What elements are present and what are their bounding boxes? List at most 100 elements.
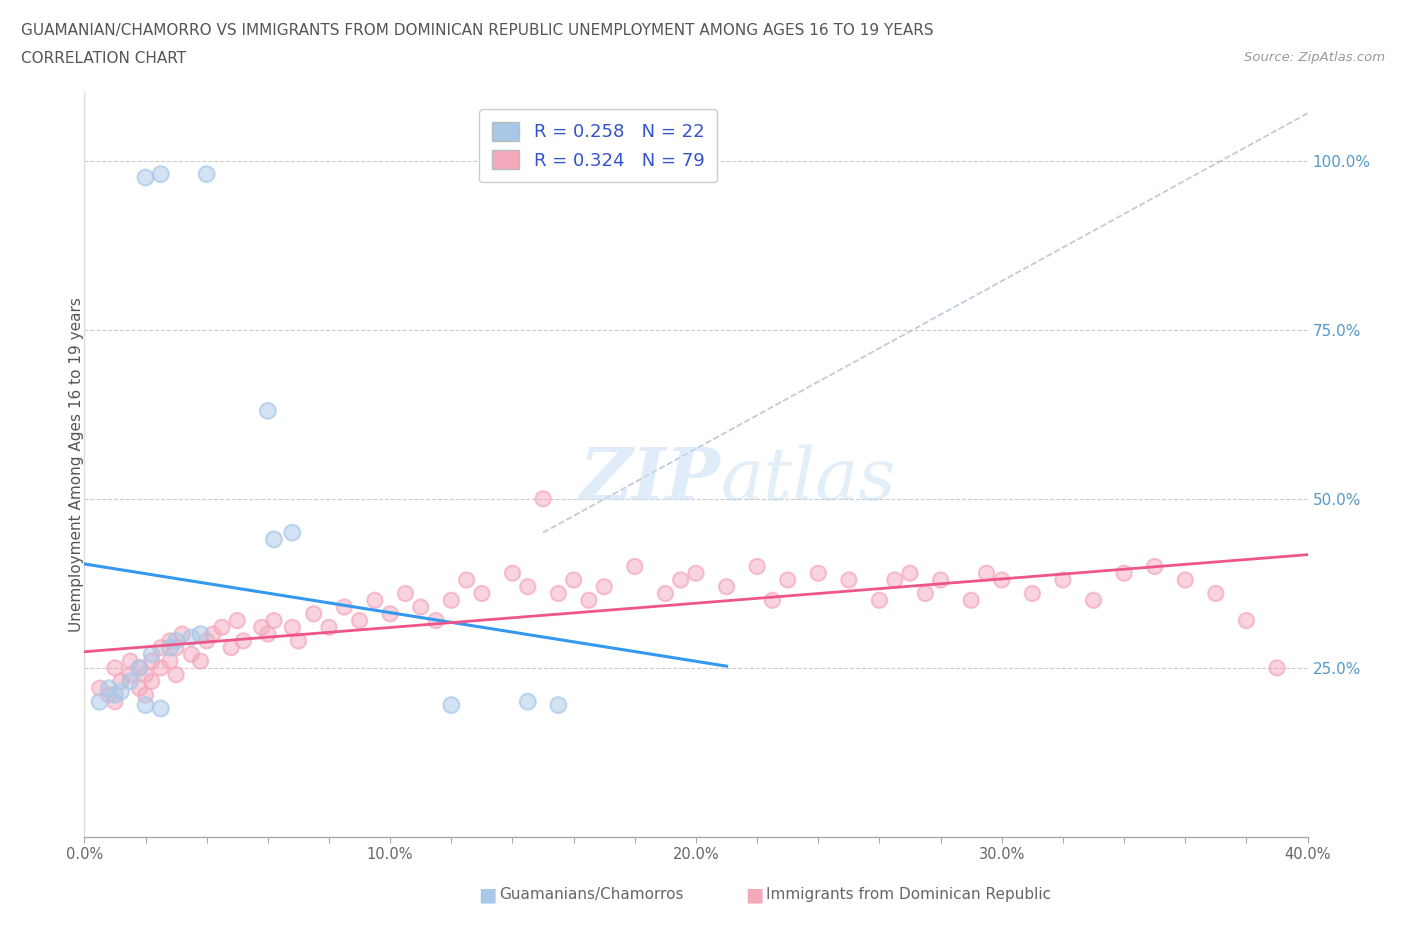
Point <box>440 592 463 607</box>
Point <box>1143 559 1166 574</box>
Point <box>195 633 218 648</box>
Point <box>471 586 494 601</box>
Point <box>149 640 172 655</box>
Point <box>149 701 172 716</box>
Point <box>141 674 163 689</box>
Point <box>531 491 554 506</box>
Point <box>159 654 181 669</box>
Point <box>502 565 524 580</box>
Point <box>654 586 676 601</box>
Point <box>287 633 309 648</box>
Point <box>547 698 569 712</box>
Point <box>883 573 905 588</box>
Point <box>761 592 783 607</box>
Point <box>807 565 830 580</box>
Point <box>135 667 157 682</box>
Point <box>516 695 538 710</box>
Point <box>898 565 921 580</box>
Point <box>380 606 402 621</box>
Point <box>562 573 585 588</box>
Point <box>104 660 127 675</box>
Point <box>104 695 127 710</box>
Point <box>165 667 187 682</box>
Point <box>547 586 569 601</box>
Point <box>716 579 738 594</box>
Point <box>128 660 150 675</box>
Point <box>302 606 325 621</box>
Point <box>120 674 142 689</box>
Point <box>1021 586 1043 601</box>
Point <box>201 627 224 642</box>
Point <box>516 579 538 594</box>
Point <box>159 640 181 655</box>
Point <box>190 654 212 669</box>
Point <box>135 698 157 712</box>
Point <box>914 586 936 601</box>
Point <box>471 586 494 601</box>
Y-axis label: Unemployment Among Ages 16 to 19 years: Unemployment Among Ages 16 to 19 years <box>69 298 83 632</box>
Point <box>172 627 194 642</box>
Point <box>281 525 304 540</box>
Point <box>159 633 181 648</box>
Point <box>201 627 224 642</box>
Point <box>716 579 738 594</box>
Point <box>165 633 187 648</box>
Point <box>1236 613 1258 628</box>
Point <box>190 627 212 642</box>
Point <box>120 654 142 669</box>
Point <box>141 654 163 669</box>
Point <box>180 647 202 662</box>
Point <box>302 606 325 621</box>
Point <box>914 586 936 601</box>
Point <box>120 654 142 669</box>
Point <box>440 698 463 712</box>
Point <box>976 565 998 580</box>
Point <box>141 647 163 662</box>
Point <box>1174 573 1197 588</box>
Point <box>1083 592 1105 607</box>
Point <box>97 687 120 702</box>
Point <box>120 667 142 682</box>
Point <box>180 630 202 644</box>
Point <box>219 640 242 655</box>
Point <box>333 600 356 615</box>
Text: ■: ■ <box>745 885 763 904</box>
Point <box>165 633 187 648</box>
Point <box>104 695 127 710</box>
Point <box>263 613 285 628</box>
Point <box>128 681 150 696</box>
Point <box>776 573 799 588</box>
Point <box>547 586 569 601</box>
Point <box>211 620 233 635</box>
Point <box>318 620 340 635</box>
Point <box>838 573 860 588</box>
Point <box>976 565 998 580</box>
Point <box>257 404 280 418</box>
Point <box>141 654 163 669</box>
Point <box>257 627 280 642</box>
Point <box>135 687 157 702</box>
Point <box>89 695 111 710</box>
Point <box>159 640 181 655</box>
Point <box>1174 573 1197 588</box>
Point <box>250 620 273 635</box>
Point <box>232 633 254 648</box>
Point <box>669 573 692 588</box>
Text: Immigrants from Dominican Republic: Immigrants from Dominican Republic <box>766 887 1052 902</box>
Text: Source: ZipAtlas.com: Source: ZipAtlas.com <box>1244 51 1385 64</box>
Point <box>159 633 181 648</box>
Point <box>409 600 432 615</box>
Point <box>685 565 707 580</box>
Point <box>960 592 983 607</box>
Point <box>349 613 371 628</box>
Point <box>654 586 676 601</box>
Point <box>89 681 111 696</box>
Point <box>232 633 254 648</box>
Point <box>172 627 194 642</box>
Point <box>440 592 463 607</box>
Point <box>1021 586 1043 601</box>
Point <box>456 573 478 588</box>
Point <box>159 654 181 669</box>
Point <box>669 573 692 588</box>
Point <box>869 592 891 607</box>
